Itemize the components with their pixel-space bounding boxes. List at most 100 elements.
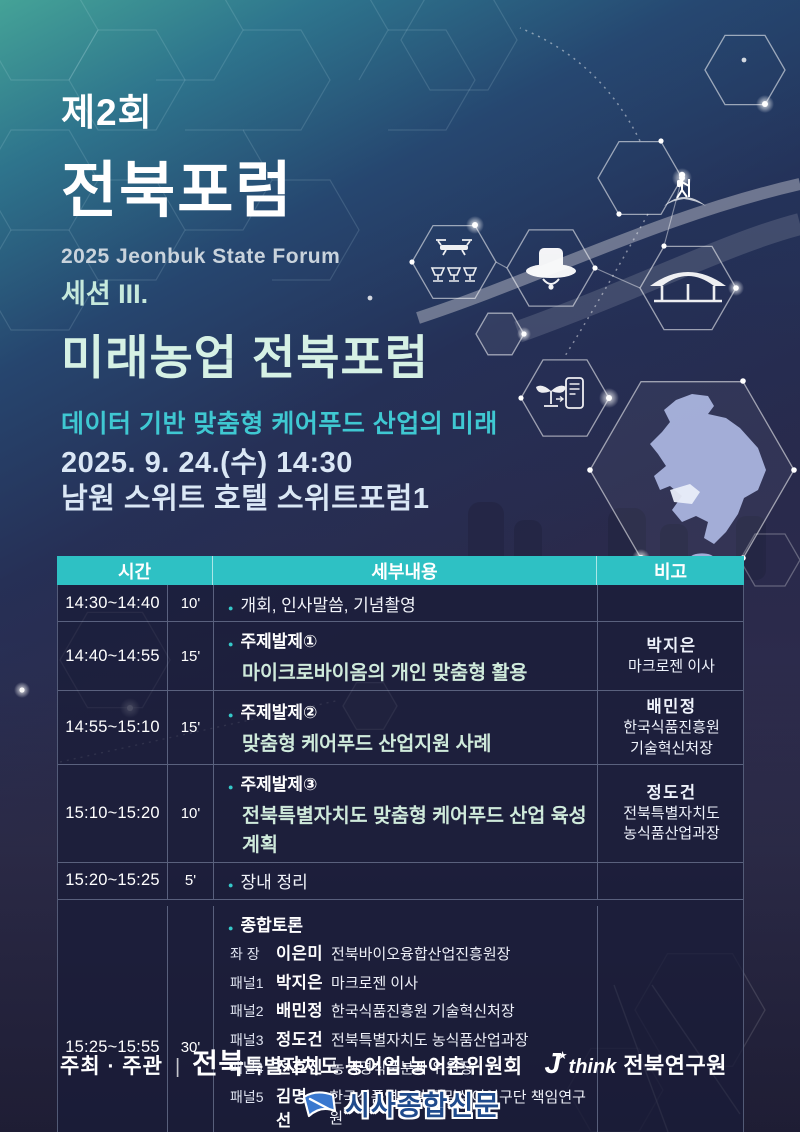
bullet-icon: ● bbox=[228, 602, 234, 613]
panel-role: 패널5 bbox=[230, 1088, 264, 1105]
hosts-divider: | bbox=[174, 1056, 181, 1078]
duration-cell: 15' bbox=[168, 691, 214, 764]
hosts-label: 주최 · 주관 bbox=[60, 1055, 163, 1078]
schedule-header-row: 시간 세부내용 비고 bbox=[57, 556, 744, 585]
jthink-logo-j: J bbox=[544, 1048, 561, 1080]
bullet-icon: ● bbox=[228, 781, 234, 792]
note-line: 농식품산업과장 bbox=[623, 825, 720, 843]
note-line: 마크로젠 이사 bbox=[628, 658, 715, 675]
korea-map-icon bbox=[650, 394, 766, 563]
detail-line: ● 주제발제③ bbox=[228, 770, 589, 795]
panel-name: 박지은 bbox=[276, 973, 324, 992]
panel-line: 패널3 정도건 전북특별자치도 농식품산업과장 bbox=[228, 1026, 589, 1050]
note-cell bbox=[598, 863, 745, 899]
jthink-star-icon: ★ bbox=[557, 1050, 568, 1062]
detail-cell: ● 개회, 인사말씀, 기념촬영 bbox=[214, 585, 598, 621]
detail-text: 주제발제③ bbox=[240, 774, 318, 794]
schedule-row: 14:40~14:55 15' ● 주제발제① 마이크로바이옴의 개인 맞춤형 활용 박지… bbox=[58, 622, 743, 691]
time-cell: 14:55~15:10 bbox=[58, 691, 168, 764]
smart-farm-phone-icon bbox=[536, 377, 584, 409]
event-venue: 남원 스위트 호텔 스위트포럼1 bbox=[61, 482, 430, 515]
detail-cell: ● 주제발제① 마이크로바이옴의 개인 맞춤형 활용 bbox=[214, 622, 598, 690]
panel-name: 배민정 bbox=[276, 1002, 324, 1021]
detail-line: 마이크로바이옴의 개인 맞춤형 활용 bbox=[228, 656, 589, 685]
session-label: 세션 III. bbox=[61, 279, 149, 309]
panel-role: 패널1 bbox=[230, 974, 264, 991]
hanok-house-icon bbox=[650, 272, 726, 303]
detail-text: 개회, 인사말씀, 기념촬영 bbox=[240, 595, 416, 615]
schedule-row: 15:20~15:25 5' ● 장내 정리 bbox=[58, 862, 745, 900]
duration-cell: 30' bbox=[168, 905, 214, 1132]
detail-text: 맞춤형 케어푸드 산업지원 사례 bbox=[242, 733, 492, 756]
detail-text: 전북특별자치도 맞춤형 케어푸드 산업 육성 계획 bbox=[242, 804, 587, 856]
panel-name: 정도건 bbox=[276, 1030, 324, 1049]
title-block: 제2회 전북포럼 2025 Jeonbuk State Forum bbox=[61, 82, 340, 269]
newspaper-logo-text: 시사종합신문 bbox=[344, 1091, 501, 1121]
edition-label: 제2회 bbox=[61, 92, 153, 133]
header-detail: 세부내용 bbox=[213, 556, 597, 585]
newspaper-book-icon bbox=[302, 1090, 337, 1117]
detail-text: 주제발제② bbox=[240, 703, 318, 723]
schedule-table: 시간 세부내용 비고 14:30~14:40 10' ● 개회, 인사말씀, 기념촬영… bbox=[57, 556, 744, 1132]
jthink-logo-think: think bbox=[568, 1056, 617, 1078]
note-line: 배민정 bbox=[646, 698, 697, 716]
panel-name: 이은미 bbox=[276, 945, 324, 964]
panel-org: 전북바이오융합산업진흥원장 bbox=[331, 946, 511, 964]
bullet-icon: ● bbox=[228, 639, 234, 649]
panel-role: 패널4 bbox=[230, 1060, 264, 1077]
panel-name: 김명선 bbox=[276, 1087, 308, 1130]
detail-text: 마이크로바이옴의 개인 맞춤형 활용 bbox=[242, 662, 528, 684]
panel-org: 한국식품연구원 정밀식이연구단 책임연구원 bbox=[329, 1088, 586, 1127]
duration-cell: 5' bbox=[168, 862, 214, 899]
panel-name: 전효진 bbox=[276, 1059, 324, 1078]
detail-cell: ● 장내 정리 bbox=[214, 862, 598, 899]
header-time: 시간 bbox=[57, 556, 213, 585]
panel-role: 좌 장 bbox=[230, 946, 260, 963]
detail-line: 맞춤형 케어푸드 산업지원 사례 bbox=[228, 727, 589, 756]
bullet-icon: ● bbox=[228, 922, 234, 933]
panel-role: 패널3 bbox=[230, 1031, 264, 1048]
detail-text: 장내 정리 bbox=[240, 873, 308, 893]
host-jeonbuk-strong: 전북 bbox=[192, 1048, 245, 1079]
schedule-body: 14:30~14:40 10' ● 개회, 인사말씀, 기념촬영 14:40~14:55… bbox=[57, 585, 744, 1132]
schedule-row: 14:30~14:40 10' ● 개회, 인사말씀, 기념촬영 bbox=[58, 585, 743, 622]
note-line: 기술혁신처장 bbox=[630, 739, 713, 757]
note-cell: 정도건 전북특별자치도 농식품산업과장 bbox=[598, 765, 745, 862]
detail-line: ● 종합토론 bbox=[228, 911, 589, 936]
korean-gat-hat-icon bbox=[526, 248, 576, 290]
panel-line: 패널4 전효진 농생명식품분과 위원장 bbox=[228, 1054, 589, 1078]
time-cell: 15:10~15:20 bbox=[58, 764, 168, 862]
note-line: 정도건 bbox=[646, 783, 697, 802]
bullet-icon: ● bbox=[228, 880, 234, 891]
header-note: 비고 bbox=[653, 561, 688, 582]
detail-cell: ● 종합토론 좌 장 이은미 전북바이오융합산업진흥원장 패널1 박지은 마크로젠 이사 패널2… bbox=[214, 905, 598, 1132]
panel-org: 전북특별자치도 농식품산업과장 bbox=[331, 1031, 529, 1049]
bullet-icon: ● bbox=[228, 710, 234, 721]
note-cell bbox=[598, 585, 745, 621]
duration-cell: 15' bbox=[168, 622, 214, 690]
duration-cell: 10' bbox=[168, 764, 214, 862]
time-cell: 14:30~14:40 bbox=[58, 585, 168, 621]
time-cell: 15:25~15:55 bbox=[58, 905, 168, 1132]
hosts-footer: 주최 · 주관 | 전북 특별자치도 농어업·농어촌위원회 J ★ think … bbox=[60, 1042, 727, 1082]
detail-text: 주제발제① bbox=[240, 632, 318, 651]
detail-line: ● 개회, 인사말씀, 기념촬영 bbox=[228, 591, 589, 616]
event-datetime: 2025. 9. 24.(수) 14:30 bbox=[61, 447, 353, 479]
time-cell: 14:40~14:55 bbox=[58, 622, 168, 690]
detail-line: ● 장내 정리 bbox=[228, 868, 589, 893]
panel-line: 좌 장 이은미 전북바이오융합산업진흥원장 bbox=[228, 940, 589, 964]
newspaper-logo: 시사종합신문 bbox=[300, 1084, 500, 1123]
duration-cell: 10' bbox=[168, 585, 214, 621]
time-cell: 15:20~15:25 bbox=[58, 862, 168, 899]
note-line: 박지은 bbox=[646, 636, 697, 655]
detail-line: 전북특별자치도 맞춤형 케어푸드 산업 육성 계획 bbox=[228, 799, 589, 857]
panel-org: 한국식품진흥원 기술혁신처장 bbox=[331, 1003, 515, 1021]
event-when-block: 2025. 9. 24.(수) 14:30 남원 스위트 호텔 스위트포럼1 bbox=[61, 446, 429, 518]
jthink-logo: J ★ think bbox=[545, 1048, 617, 1081]
note-line: 한국식품진흥원 bbox=[623, 719, 720, 737]
